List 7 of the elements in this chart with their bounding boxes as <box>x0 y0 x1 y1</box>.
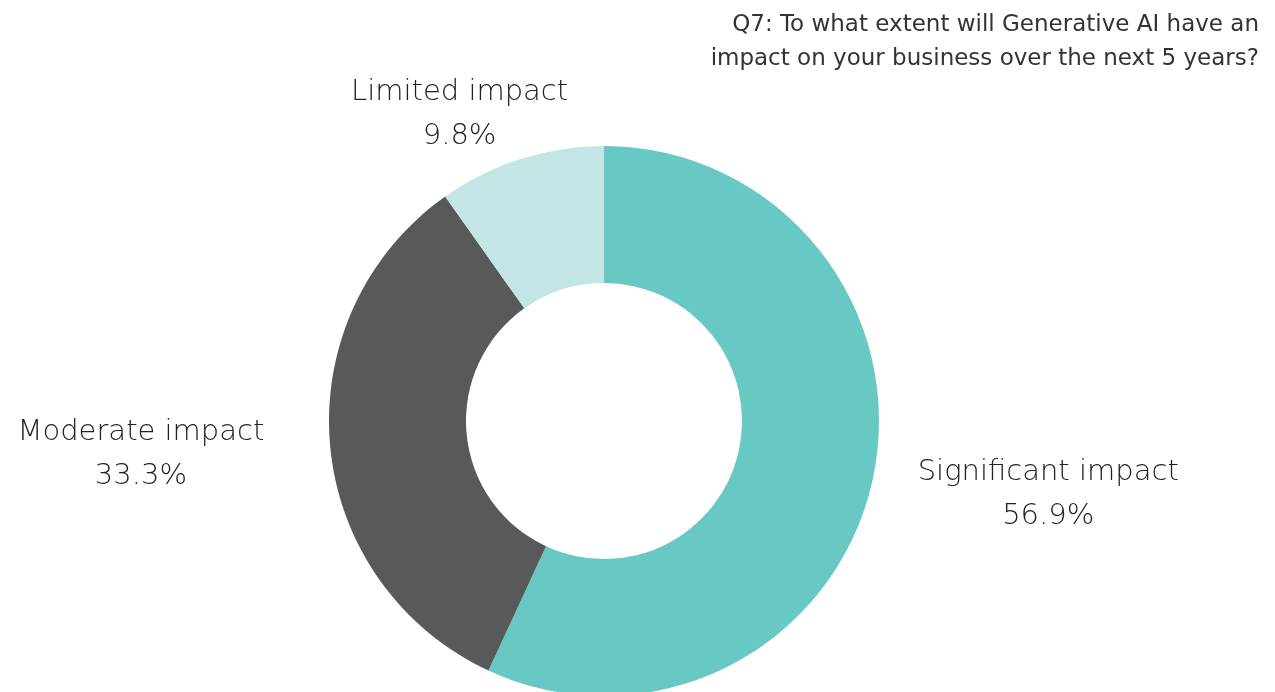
slice-label: Limited impact <box>351 73 569 108</box>
chart-title: Q7: To what extent will Generative AI have an impact on your business over the next 5 years? <box>709 9 1259 72</box>
slice-label: Moderate impact <box>17 412 265 447</box>
slice-label: Significant impact <box>917 452 1179 487</box>
data-label: 56.9% <box>1002 496 1095 531</box>
data-label: 33.3% <box>94 456 187 491</box>
data-label: 9.8% <box>422 117 497 152</box>
